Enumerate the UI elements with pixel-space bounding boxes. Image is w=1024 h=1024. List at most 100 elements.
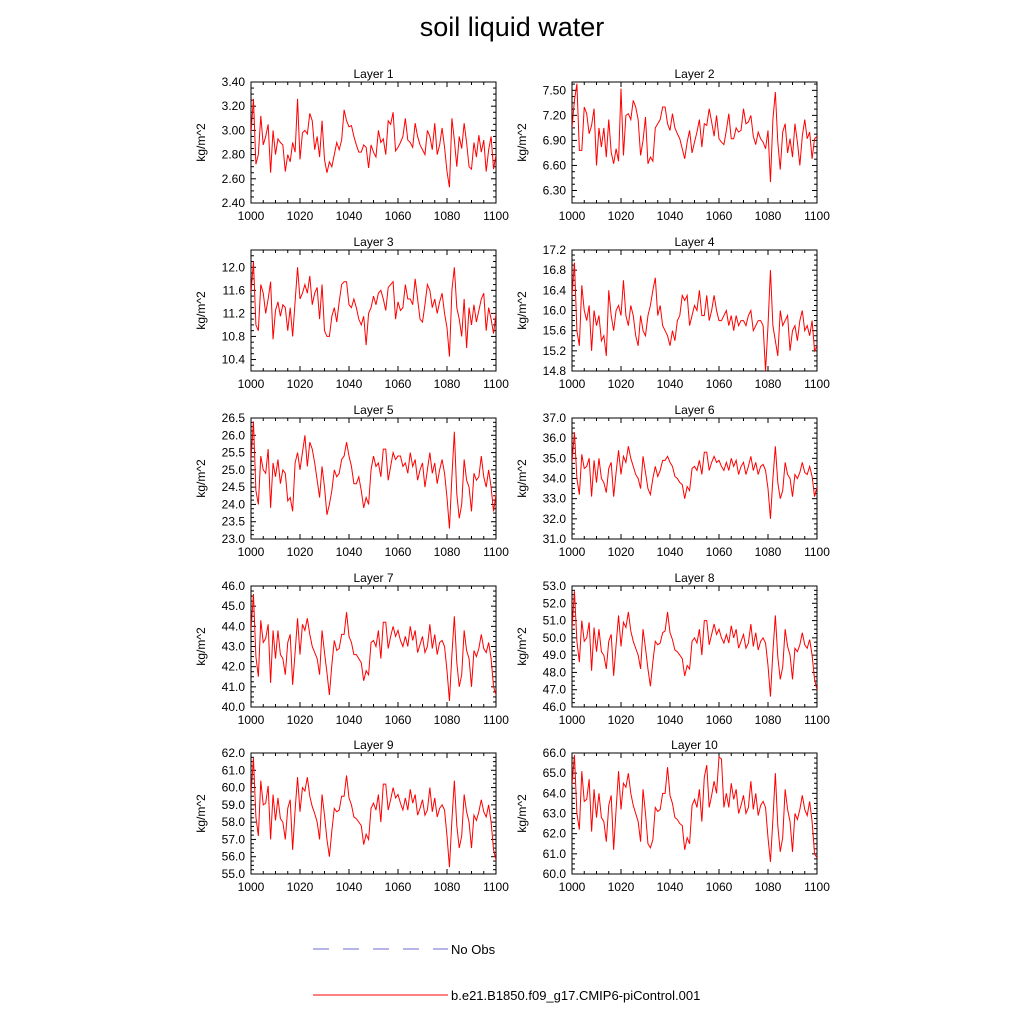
panel-title: Layer 5 bbox=[353, 403, 393, 417]
x-tick-label: 1100 bbox=[483, 880, 509, 894]
panel-title: Layer 4 bbox=[674, 235, 714, 249]
x-tick-label: 1100 bbox=[804, 377, 830, 391]
series-line bbox=[251, 421, 496, 529]
panels-group: Layer 1 kg/m^2 1000 1020 1040 1060 1080 1100 2.4… bbox=[194, 67, 830, 894]
x-tick-label: 1080 bbox=[755, 377, 782, 391]
y-tick-label: 55.0 bbox=[222, 867, 246, 881]
y-tick-label: 61.0 bbox=[543, 847, 567, 861]
x-tick-label: 1000 bbox=[559, 209, 586, 223]
legend-obs-label: No Obs bbox=[451, 942, 496, 957]
x-tick-label: 1100 bbox=[483, 545, 509, 559]
y-axis-label: kg/m^2 bbox=[194, 459, 208, 498]
x-tick-label: 1000 bbox=[559, 713, 586, 727]
y-tick-label: 47.0 bbox=[543, 683, 567, 697]
y-tick-label: 11.2 bbox=[223, 306, 246, 320]
x-tick-label: 1000 bbox=[238, 545, 265, 559]
plot-frame bbox=[250, 417, 497, 540]
y-tick-label: 16.0 bbox=[543, 304, 567, 318]
y-tick-label: 2.80 bbox=[222, 148, 246, 162]
series-line bbox=[572, 262, 817, 371]
x-tick-label: 1060 bbox=[706, 880, 733, 894]
series-line bbox=[251, 594, 496, 701]
x-tick-label: 1100 bbox=[804, 209, 830, 223]
x-tick-label: 1040 bbox=[657, 713, 684, 727]
y-tick-label: 52.0 bbox=[543, 596, 567, 610]
y-tick-label: 61.0 bbox=[222, 763, 246, 777]
x-tick-label: 1020 bbox=[608, 209, 635, 223]
legend: No Obs b.e21.B1850.f09_g17.CMIP6-piContr… bbox=[313, 942, 700, 1003]
y-tick-label: 51.0 bbox=[543, 614, 567, 628]
series-line bbox=[251, 261, 496, 357]
y-tick-label: 23.0 bbox=[222, 532, 246, 546]
x-tick-label: 1080 bbox=[434, 377, 461, 391]
panel-layer-10: Layer 10 kg/m^2 1000 1020 1040 1060 1080 1100 60… bbox=[515, 738, 830, 894]
panel-title: Layer 8 bbox=[674, 571, 714, 585]
x-tick-label: 1080 bbox=[434, 713, 461, 727]
x-tick-label: 1080 bbox=[755, 209, 782, 223]
series-line bbox=[572, 432, 817, 519]
y-tick-label: 57.0 bbox=[222, 832, 246, 846]
x-tick-label: 1080 bbox=[434, 880, 461, 894]
figure-title: soil liquid water bbox=[419, 12, 605, 42]
y-axis-label: kg/m^2 bbox=[515, 794, 529, 833]
y-tick-label: 33.0 bbox=[543, 492, 567, 506]
x-tick-label: 1000 bbox=[238, 377, 265, 391]
x-tick-label: 1060 bbox=[385, 545, 412, 559]
x-tick-label: 1100 bbox=[483, 377, 509, 391]
x-tick-label: 1060 bbox=[706, 377, 733, 391]
series-line bbox=[251, 98, 496, 188]
panel-title: Layer 1 bbox=[353, 67, 393, 81]
x-tick-label: 1020 bbox=[287, 713, 314, 727]
y-tick-label: 32.0 bbox=[543, 512, 567, 526]
x-tick-label: 1100 bbox=[804, 880, 830, 894]
x-tick-label: 1000 bbox=[238, 713, 265, 727]
y-tick-label: 34.0 bbox=[543, 472, 567, 486]
y-tick-label: 16.4 bbox=[543, 283, 567, 297]
x-tick-label: 1040 bbox=[657, 209, 684, 223]
x-tick-label: 1040 bbox=[657, 880, 684, 894]
y-axis-label: kg/m^2 bbox=[515, 459, 529, 498]
plot-frame bbox=[571, 417, 818, 540]
y-tick-label: 7.50 bbox=[543, 83, 567, 97]
x-tick-label: 1060 bbox=[385, 713, 412, 727]
plot-frame bbox=[571, 752, 818, 875]
panel-layer-4: Layer 4 kg/m^2 1000 1020 1040 1060 1080 1100 14.… bbox=[515, 235, 830, 391]
x-tick-label: 1000 bbox=[559, 880, 586, 894]
y-tick-label: 26.5 bbox=[222, 411, 246, 425]
panel-title: Layer 10 bbox=[671, 738, 718, 752]
y-tick-label: 25.0 bbox=[222, 463, 246, 477]
series-line bbox=[572, 754, 817, 862]
y-tick-label: 10.4 bbox=[222, 352, 246, 366]
x-tick-label: 1020 bbox=[608, 880, 635, 894]
x-tick-label: 1000 bbox=[559, 545, 586, 559]
y-tick-label: 25.5 bbox=[222, 446, 246, 460]
x-tick-label: 1060 bbox=[706, 209, 733, 223]
y-tick-label: 43.0 bbox=[222, 640, 246, 654]
y-tick-label: 42.0 bbox=[222, 660, 246, 674]
series-line bbox=[572, 83, 817, 183]
x-tick-label: 1100 bbox=[483, 713, 509, 727]
y-tick-label: 62.0 bbox=[222, 746, 246, 760]
y-tick-label: 36.0 bbox=[543, 431, 567, 445]
x-tick-label: 1020 bbox=[287, 377, 314, 391]
x-tick-label: 1080 bbox=[434, 545, 461, 559]
x-tick-label: 1020 bbox=[287, 545, 314, 559]
y-tick-label: 2.40 bbox=[222, 196, 246, 210]
y-tick-label: 3.20 bbox=[222, 99, 246, 113]
y-tick-label: 26.0 bbox=[222, 428, 246, 442]
y-tick-label: 15.2 bbox=[543, 344, 567, 358]
y-axis-label: kg/m^2 bbox=[194, 291, 208, 330]
y-tick-label: 12.0 bbox=[222, 260, 246, 274]
y-tick-label: 65.0 bbox=[543, 766, 567, 780]
y-tick-label: 6.90 bbox=[543, 133, 567, 147]
plot-frame bbox=[250, 249, 497, 372]
y-tick-label: 7.20 bbox=[543, 108, 567, 122]
y-tick-label: 2.60 bbox=[222, 172, 246, 186]
x-tick-label: 1100 bbox=[804, 545, 830, 559]
x-tick-label: 1080 bbox=[755, 713, 782, 727]
y-tick-label: 3.00 bbox=[222, 123, 246, 137]
x-tick-label: 1000 bbox=[238, 880, 265, 894]
x-tick-label: 1060 bbox=[385, 880, 412, 894]
series-line bbox=[572, 591, 817, 697]
y-axis-label: kg/m^2 bbox=[194, 794, 208, 833]
